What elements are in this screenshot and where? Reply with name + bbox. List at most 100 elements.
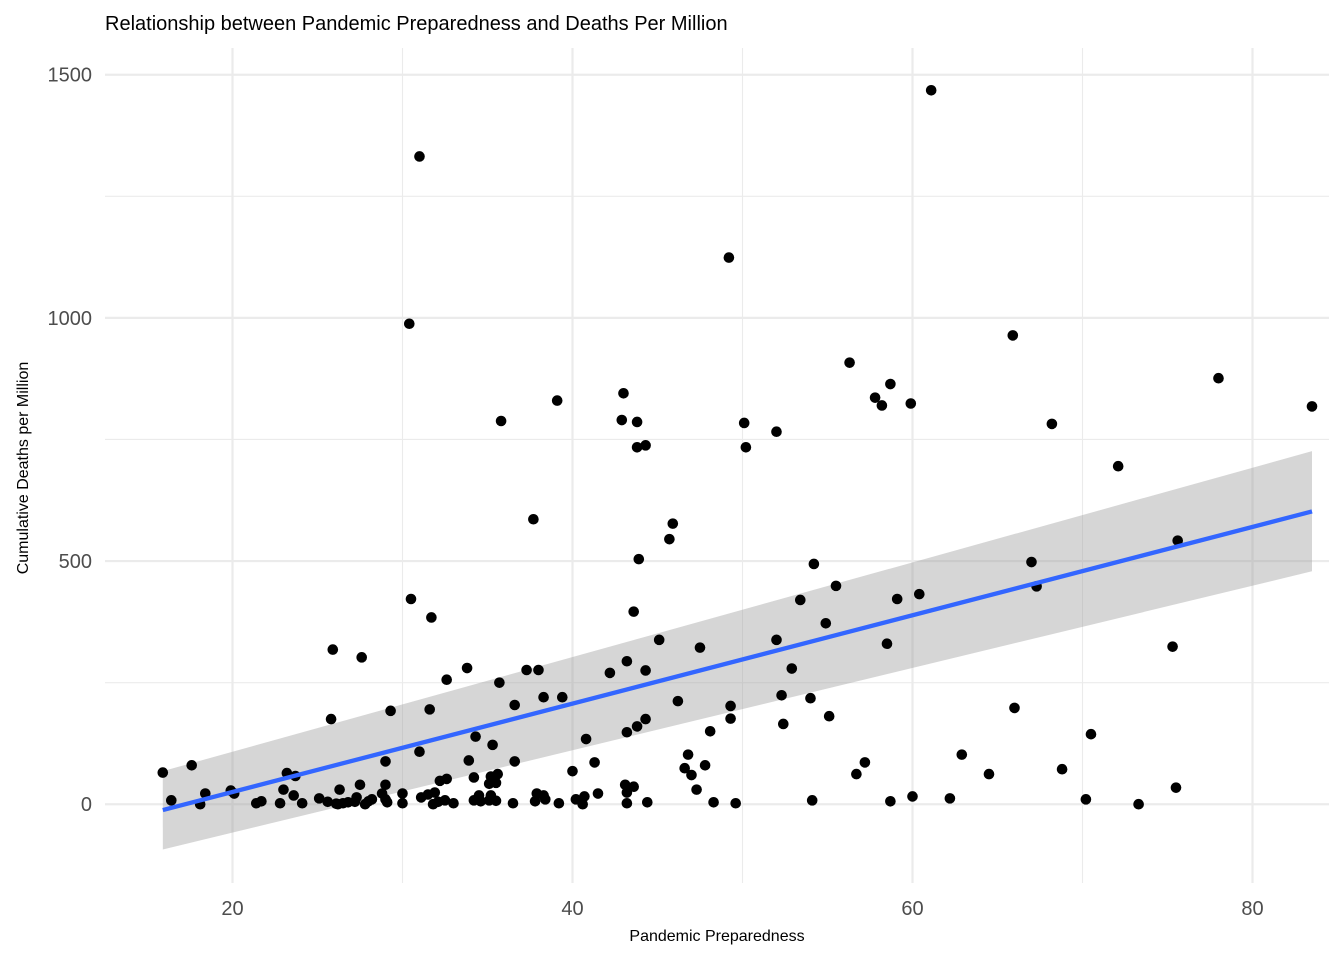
data-point bbox=[325, 713, 337, 725]
data-point bbox=[381, 796, 393, 808]
data-point bbox=[1085, 728, 1097, 740]
data-point bbox=[288, 790, 300, 801]
data-point bbox=[1213, 372, 1224, 384]
data-point bbox=[820, 618, 832, 629]
data-point bbox=[1133, 798, 1144, 810]
data-point bbox=[186, 760, 197, 771]
data-point bbox=[1009, 702, 1020, 714]
data-point bbox=[631, 441, 643, 453]
data-point bbox=[844, 357, 855, 368]
data-point bbox=[475, 795, 487, 807]
data-point bbox=[441, 773, 453, 785]
data-point bbox=[786, 663, 798, 674]
data-point bbox=[907, 791, 918, 802]
y-tick-label: 1000 bbox=[48, 308, 93, 330]
data-point bbox=[551, 395, 563, 406]
data-point bbox=[404, 318, 415, 330]
data-point bbox=[507, 797, 519, 809]
data-point bbox=[891, 593, 903, 605]
data-point bbox=[876, 400, 888, 411]
data-point bbox=[1112, 460, 1124, 472]
data-point bbox=[642, 796, 653, 808]
data-point bbox=[628, 781, 639, 793]
data-point bbox=[533, 664, 544, 676]
data-point bbox=[439, 795, 451, 806]
data-point bbox=[983, 768, 995, 780]
data-point bbox=[313, 793, 325, 804]
y-tick-label: 500 bbox=[59, 551, 92, 573]
data-point bbox=[1170, 782, 1182, 793]
data-point bbox=[366, 794, 378, 805]
data-point bbox=[429, 787, 441, 798]
data-point bbox=[448, 797, 459, 809]
data-point bbox=[580, 733, 592, 745]
data-point bbox=[296, 797, 308, 809]
data-point bbox=[830, 580, 842, 592]
data-point bbox=[540, 794, 551, 805]
y-tick-label: 0 bbox=[81, 794, 92, 816]
data-point bbox=[686, 769, 697, 781]
data-point bbox=[351, 792, 362, 803]
data-point bbox=[414, 151, 425, 162]
data-point bbox=[426, 612, 437, 623]
y-tick-label: 1500 bbox=[48, 65, 93, 87]
data-point bbox=[414, 746, 425, 757]
chart-title: Relationship between Pandemic Preparedne… bbox=[105, 13, 728, 35]
data-point bbox=[397, 797, 408, 809]
data-point bbox=[487, 739, 498, 751]
data-point bbox=[621, 797, 633, 809]
data-point bbox=[380, 779, 391, 791]
x-axis-tick-labels: 20 40 60 80 bbox=[221, 898, 1263, 920]
data-point bbox=[640, 440, 651, 451]
data-point bbox=[914, 588, 925, 600]
data-point bbox=[776, 689, 787, 701]
data-point bbox=[463, 755, 475, 766]
data-point bbox=[771, 426, 782, 438]
data-point bbox=[256, 795, 267, 807]
data-point bbox=[806, 795, 818, 806]
data-point bbox=[327, 644, 339, 655]
data-point bbox=[667, 518, 679, 529]
data-point bbox=[699, 760, 711, 771]
y-axis-tick-labels: 0 500 1000 1500 bbox=[48, 65, 93, 816]
data-point bbox=[823, 710, 835, 722]
data-point bbox=[509, 756, 520, 767]
data-points bbox=[157, 85, 1318, 810]
data-point bbox=[885, 795, 896, 807]
data-point bbox=[166, 795, 177, 806]
data-point bbox=[672, 695, 684, 707]
data-point bbox=[157, 767, 169, 778]
data-point bbox=[538, 691, 549, 703]
data-point bbox=[618, 387, 629, 399]
plot-panel bbox=[105, 48, 1329, 883]
data-point bbox=[778, 718, 789, 730]
data-point bbox=[725, 700, 736, 712]
data-point bbox=[679, 762, 690, 774]
data-point bbox=[592, 788, 604, 799]
data-point bbox=[579, 791, 590, 802]
data-point bbox=[616, 414, 628, 426]
data-point bbox=[380, 756, 391, 767]
data-point bbox=[682, 749, 694, 760]
data-point bbox=[805, 692, 816, 704]
data-point bbox=[356, 652, 368, 663]
data-point bbox=[708, 796, 719, 808]
data-point bbox=[869, 392, 881, 403]
confidence-band bbox=[162, 451, 1312, 850]
data-point bbox=[1306, 401, 1318, 412]
data-point bbox=[694, 642, 706, 653]
data-point bbox=[424, 704, 436, 715]
data-point bbox=[1007, 330, 1019, 341]
x-tick-label: 20 bbox=[221, 898, 243, 920]
data-point bbox=[640, 713, 651, 725]
data-point bbox=[470, 731, 481, 742]
data-point bbox=[628, 606, 639, 617]
data-point bbox=[509, 699, 520, 711]
data-point bbox=[490, 795, 502, 807]
data-point bbox=[528, 513, 539, 525]
data-point bbox=[567, 765, 578, 777]
trend-line bbox=[162, 509, 1313, 813]
data-point bbox=[557, 691, 568, 703]
data-point bbox=[468, 772, 480, 783]
